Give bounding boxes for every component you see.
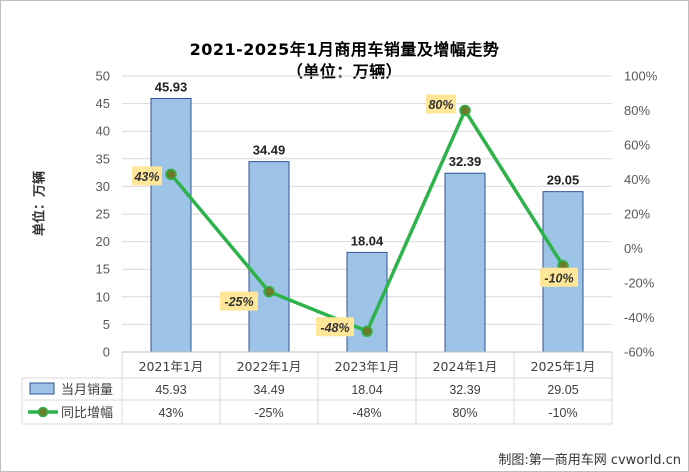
table-growth-value: -48% [352, 406, 381, 420]
growth-label: 43% [133, 170, 159, 184]
y2-tick-label: 0% [624, 241, 643, 256]
y-tick-label: 20 [96, 234, 110, 249]
growth-label: -10% [544, 271, 573, 285]
table-bar-value: 34.49 [253, 383, 284, 397]
bar-value-label: 29.05 [547, 173, 580, 188]
y-tick-label: 40 [96, 124, 110, 139]
growth-point [263, 285, 275, 298]
legend-line-marker [37, 406, 49, 418]
table-growth-value: 43% [158, 406, 183, 420]
bar-value-label: 45.93 [155, 79, 188, 94]
legend-bar-label: 当月销量 [61, 383, 113, 398]
x-tick-label: 2024年1月 [433, 359, 498, 374]
y-tick-label: 35 [96, 151, 110, 166]
bar-value-label: 32.39 [449, 154, 482, 169]
x-tick-label: 2022年1月 [237, 359, 302, 374]
source-credit: 制图:第一商用车网 cvworld.cn [498, 453, 681, 468]
y-tick-label: 30 [96, 179, 110, 194]
y2-tick-label: -60% [624, 345, 655, 360]
growth-label: -25% [224, 295, 253, 309]
table-growth-value: 80% [452, 406, 477, 420]
bar [150, 97, 192, 353]
legend-bar-swatch [29, 382, 55, 395]
x-tick-label: 2021年1月 [139, 359, 204, 374]
table-growth-value: -10% [548, 406, 577, 420]
growth-label: -48% [320, 321, 349, 335]
x-tick-label: 2023年1月 [335, 359, 400, 374]
y-tick-label: 5 [103, 317, 110, 332]
y2-tick-label: 100% [624, 69, 658, 84]
y-tick-label: 45 [96, 96, 110, 111]
table-bar-value: 29.05 [547, 383, 578, 397]
x-tick-label: 2025年1月 [531, 359, 596, 374]
y2-tick-label: -20% [624, 276, 655, 291]
y-tick-label: 50 [96, 69, 110, 84]
bar [444, 172, 486, 353]
growth-point [165, 168, 177, 181]
y2-tick-label: 40% [624, 172, 650, 187]
bar-value-label: 34.49 [253, 143, 286, 158]
growth-point [459, 104, 471, 117]
y2-tick-label: 80% [624, 103, 650, 118]
chart-title: 2021-2025年1月商用车销量及增幅走势 [189, 40, 500, 59]
growth-point [361, 325, 373, 338]
y-tick-label: 25 [96, 207, 110, 222]
table-bar-value: 32.39 [449, 383, 480, 397]
growth-label-box [426, 94, 456, 114]
legend-line-label: 同比增幅 [61, 406, 113, 421]
y2-tick-label: 20% [624, 207, 650, 222]
growth-label-box [316, 317, 354, 337]
y-tick-label: 0 [103, 345, 110, 360]
y2-tick-label: -40% [624, 310, 655, 325]
table-bar-value: 18.04 [351, 383, 382, 397]
growth-label-box [132, 166, 162, 186]
y-tick-label: 10 [96, 289, 110, 304]
growth-label-box [540, 267, 578, 287]
table-bar-value: 45.93 [155, 383, 186, 397]
y-tick-label: 15 [96, 262, 110, 277]
bar-value-label: 18.04 [351, 233, 384, 248]
growth-label-box [220, 291, 258, 311]
y2-tick-label: 60% [624, 138, 650, 153]
table-growth-value: -25% [254, 406, 283, 420]
growth-label: 80% [428, 98, 453, 112]
bar [248, 161, 290, 353]
